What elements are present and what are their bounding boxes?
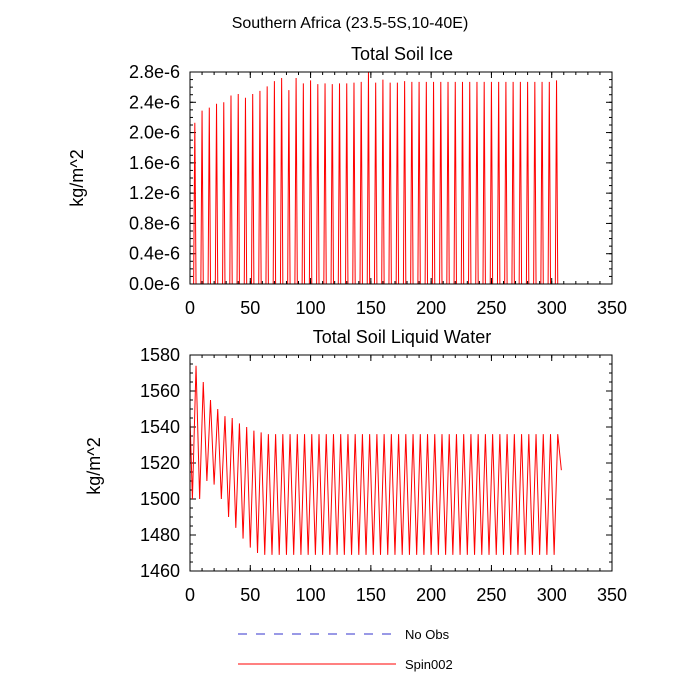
y-tick-label: 1500 [140, 489, 180, 509]
x-tick-label: 350 [597, 585, 627, 605]
x-tick-label: 150 [356, 585, 386, 605]
y-tick-label: 1560 [140, 381, 180, 401]
y-tick-label: 1580 [140, 345, 180, 365]
axis-ticks-soil-liquid-water: 0 50 100 150 200 250 300 350 1460 1480 1500 1520 154… [140, 345, 627, 605]
x-tick-label: 250 [476, 298, 506, 318]
axis-ticks-soil-ice: 0 50 100 150 200 250 300 350 0.0e-6 0.4e-6 0.8e-6 1… [129, 62, 627, 318]
x-tick-label: 250 [476, 585, 506, 605]
panel-total-soil-liquid-water: Total Soil Liquid Water kg/m^2 0 50 100 150… [84, 327, 627, 605]
series-line-spin002 [190, 71, 559, 285]
y-tick-label: 1460 [140, 561, 180, 581]
panel-total-soil-ice: Total Soil Ice kg/m^2 0 50 100 150 200 250 300… [67, 44, 627, 318]
y-tick-label: 2.4e-6 [129, 92, 180, 112]
y-tick-label: 1480 [140, 525, 180, 545]
x-tick-label: 100 [296, 298, 326, 318]
x-tick-label: 50 [240, 585, 260, 605]
y-tick-label: 1.6e-6 [129, 153, 180, 173]
y-tick-label: 0.8e-6 [129, 213, 180, 233]
x-tick-label: 350 [597, 298, 627, 318]
y-tick-label: 0.0e-6 [129, 274, 180, 294]
figure-title: Southern Africa (23.5-5S,10-40E) [232, 15, 469, 32]
x-tick-label: 200 [416, 298, 446, 318]
legend-label-no-obs: No Obs [405, 627, 450, 642]
x-tick-label: 200 [416, 585, 446, 605]
panel-title-soil-liquid-water: Total Soil Liquid Water [313, 327, 491, 347]
series-group-soil-ice [190, 71, 559, 285]
legend-label-spin002: Spin002 [405, 657, 453, 672]
plot-frame-soil-liquid-water [189, 354, 613, 572]
y-axis-label-soil-liquid-water: kg/m^2 [84, 437, 104, 494]
y-axis-label-soil-ice: kg/m^2 [67, 149, 87, 206]
y-tick-label: 0.4e-6 [129, 244, 180, 264]
panel-title-soil-ice: Total Soil Ice [351, 44, 453, 64]
x-tick-label: 150 [356, 298, 386, 318]
y-tick-label: 1520 [140, 453, 180, 473]
x-tick-label: 0 [185, 585, 195, 605]
plot-frame-soil-ice [189, 71, 613, 285]
x-tick-label: 300 [537, 298, 567, 318]
y-tick-label: 1540 [140, 417, 180, 437]
series-group-soil-liquid-water [189, 365, 562, 555]
x-tick-label: 100 [296, 585, 326, 605]
x-tick-label: 0 [185, 298, 195, 318]
x-tick-label: 300 [537, 585, 567, 605]
series-line-spin002 [189, 365, 562, 555]
y-tick-label: 2.8e-6 [129, 62, 180, 82]
x-tick-label: 50 [240, 298, 260, 318]
y-tick-label: 2.0e-6 [129, 123, 180, 143]
y-tick-label: 1.2e-6 [129, 183, 180, 203]
legend: No Obs Spin002 [238, 627, 453, 672]
